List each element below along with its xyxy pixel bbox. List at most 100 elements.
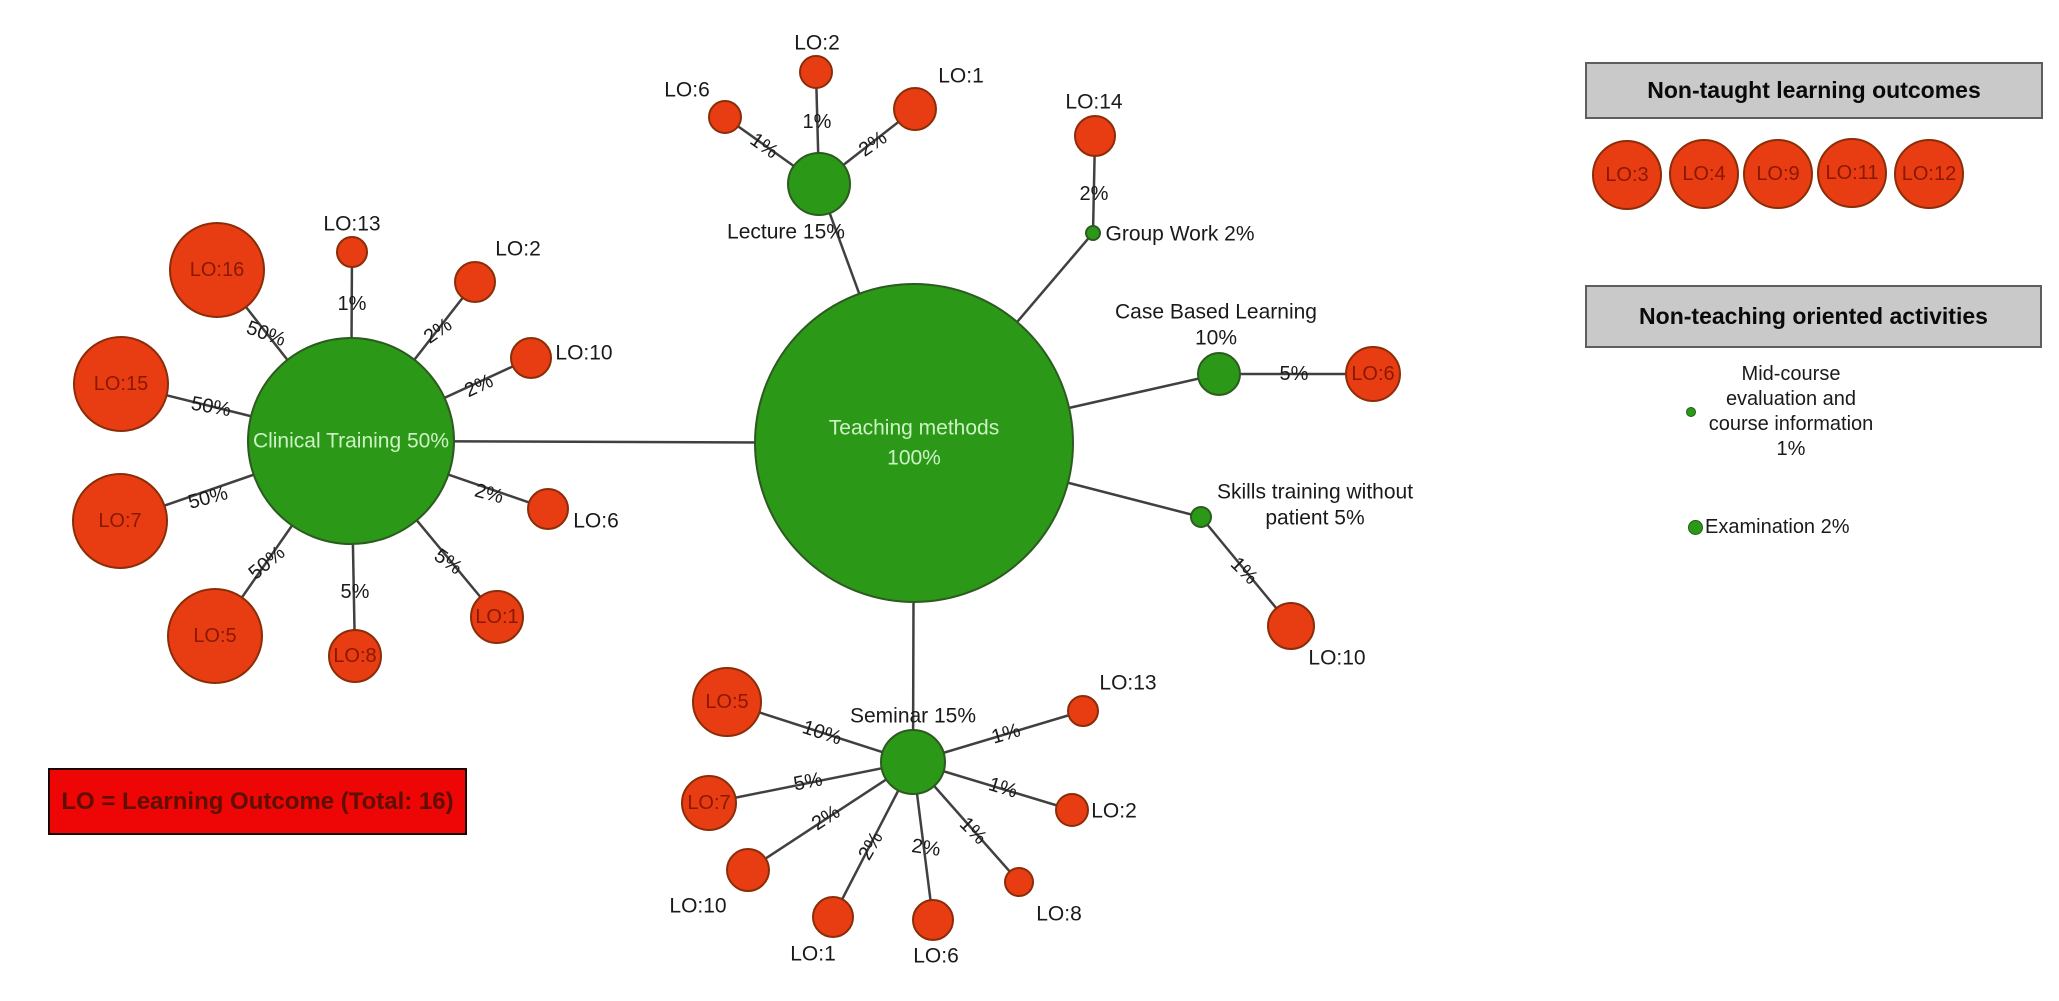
node-label-seminar: Seminar 15%	[850, 705, 976, 728]
edge-seminar-sem-lo7	[708, 760, 914, 805]
node-cli-lo1	[470, 590, 524, 644]
node-gw-lo14	[1074, 115, 1116, 157]
node-label-sem-lo2: LO:2	[1091, 800, 1137, 823]
node-label-teaching: Teaching methods	[829, 417, 999, 440]
edge-label-seminar-sem-lo2: 1%	[986, 773, 1020, 803]
node-seminar	[880, 729, 946, 795]
node-label-teaching: 100%	[887, 447, 941, 470]
node-label-cbl-lo6: LO:6	[1351, 363, 1394, 385]
node-label-sem-lo8: LO:8	[1036, 903, 1082, 926]
edge-label-clinical-cli-lo15: 50%	[189, 393, 232, 422]
node-label-cli-lo6: LO:6	[573, 510, 619, 533]
panel-header-non-taught: Non-taught learning outcomes	[1585, 62, 2043, 119]
node-sem-lo6	[912, 899, 954, 941]
lo-legend-label: LO = Learning Outcome (Total: 16)	[61, 787, 454, 815]
node-label-cbl: 10%	[1195, 327, 1237, 350]
node-label-lec-lo2: LO:2	[794, 32, 840, 55]
node-sem-lo13	[1067, 695, 1099, 727]
node-cli-lo16	[169, 222, 265, 318]
node-skills	[1190, 506, 1212, 528]
edge-label-clinical-cli-lo2: 2%	[420, 314, 456, 349]
edge-label-clinical-cli-lo5: 50%	[245, 542, 290, 585]
node-label-nt-lo4: LO:4	[1682, 163, 1725, 185]
lo-legend-box: LO = Learning Outcome (Total: 16)	[48, 768, 467, 835]
node-label-skills: Skills training without	[1217, 481, 1413, 504]
node-teaching	[754, 283, 1074, 603]
node-cbl	[1197, 352, 1241, 396]
node-nt-lo11	[1817, 138, 1887, 208]
green-dot-icon	[1688, 520, 1703, 535]
node-label-sem-lo5: LO:5	[705, 691, 748, 713]
node-label-sem-lo10: LO:10	[669, 895, 726, 918]
edge-label-groupwork-gw-lo14: 2%	[1080, 183, 1109, 205]
node-nt-lo12	[1894, 139, 1964, 209]
node-cli-lo10	[510, 337, 552, 379]
edge-label-clinical-cli-lo7: 50%	[186, 482, 231, 514]
node-label-groupwork: Group Work 2%	[1106, 223, 1255, 246]
node-label-cli-lo7: LO:7	[98, 510, 141, 532]
node-cli-lo6	[527, 488, 569, 530]
node-cli-lo5	[167, 588, 263, 684]
node-label-lec-lo1: LO:1	[938, 65, 984, 88]
node-label-clinical: Clinical Training 50%	[253, 430, 449, 453]
edge-label-lecture-lec-lo6: 1%	[746, 129, 782, 164]
edge-label-seminar-sem-lo13: 1%	[989, 719, 1023, 748]
node-label-cli-lo2: LO:2	[495, 238, 541, 261]
edge-label-seminar-sem-lo7: 5%	[792, 768, 825, 795]
node-nt-lo3	[1592, 140, 1662, 210]
node-cli-lo8	[328, 629, 382, 683]
node-label-sem-lo13: LO:13	[1099, 672, 1156, 695]
node-label-cli-lo16: LO:16	[190, 259, 244, 281]
node-label-nt-lo3: LO:3	[1605, 164, 1648, 186]
panel-header-non-teaching-label: Non-teaching oriented activities	[1639, 303, 1988, 329]
node-label-lec-lo6: LO:6	[664, 79, 710, 102]
legend-item-midcourse: Mid-course evaluation and course informa…	[1686, 362, 1882, 462]
node-sk-lo10	[1267, 602, 1315, 650]
node-clinical	[247, 337, 455, 545]
node-label-sem-lo6: LO:6	[913, 945, 959, 968]
panel-header-non-taught-label: Non-taught learning outcomes	[1647, 77, 1981, 103]
node-groupwork	[1085, 225, 1101, 241]
node-sem-lo2	[1055, 793, 1089, 827]
node-label-cli-lo8: LO:8	[333, 645, 376, 667]
node-label-sk-lo10: LO:10	[1308, 647, 1365, 670]
node-sem-lo5	[692, 667, 762, 737]
node-label-sem-lo7: LO:7	[687, 792, 730, 814]
node-label-cli-lo10: LO:10	[555, 342, 612, 365]
edge-label-seminar-sem-lo1: 2%	[854, 828, 888, 864]
panel-header-non-teaching: Non-teaching oriented activities	[1585, 285, 2042, 348]
edge-label-clinical-cli-lo10: 2%	[461, 370, 497, 402]
green-dot-icon	[1686, 407, 1696, 417]
node-label-nt-lo9: LO:9	[1756, 163, 1799, 185]
node-label-cli-lo13: LO:13	[323, 213, 380, 236]
node-sem-lo1	[812, 896, 854, 938]
examination-label: Examination 2%	[1705, 516, 1850, 538]
edge-label-seminar-sem-lo10: 2%	[808, 801, 844, 835]
node-nt-lo4	[1669, 139, 1739, 209]
node-label-skills: patient 5%	[1265, 507, 1364, 530]
node-label-nt-lo11: LO:11	[1826, 162, 1879, 184]
node-sem-lo8	[1004, 867, 1034, 897]
node-label-cli-lo5: LO:5	[193, 625, 236, 647]
node-nt-lo9	[1743, 139, 1813, 209]
node-cli-lo13	[336, 236, 368, 268]
node-label-lecture: Lecture 15%	[727, 221, 845, 244]
node-label-cbl: Case Based Learning	[1115, 301, 1317, 324]
node-label-sem-lo1: LO:1	[790, 943, 836, 966]
midcourse-label: Mid-course evaluation and course informa…	[1708, 363, 1874, 460]
node-lecture	[787, 152, 851, 216]
node-label-nt-lo12: LO:12	[1902, 163, 1956, 185]
edge-label-clinical-cli-lo16: 50%	[243, 317, 288, 351]
node-label-cli-lo1: LO:1	[475, 606, 518, 628]
node-cli-lo15	[73, 336, 169, 432]
node-lec-lo1	[893, 87, 937, 131]
legend-item-examination: Examination 2%	[1688, 514, 1850, 541]
edge-label-clinical-cli-lo13: 1%	[338, 293, 367, 315]
node-cli-lo2	[454, 261, 496, 303]
node-sem-lo7	[681, 775, 737, 831]
edge-label-cbl-cbl-lo6: 5%	[1280, 363, 1309, 385]
edge-label-seminar-sem-lo6: 2%	[910, 835, 942, 861]
edge-label-lecture-lec-lo2: 1%	[803, 111, 832, 133]
node-lec-lo2	[799, 55, 833, 89]
